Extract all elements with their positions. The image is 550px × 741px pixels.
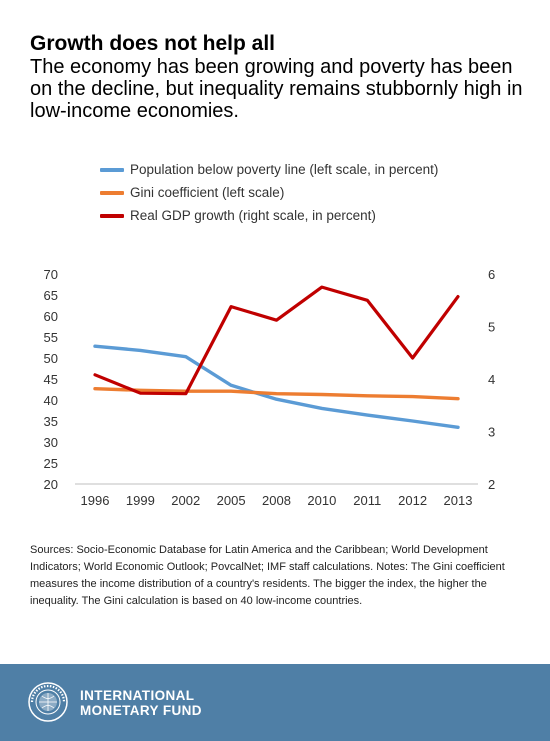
left-axis-tick: 30: [44, 435, 58, 450]
chart-legend: Population below poverty line (left scal…: [100, 158, 438, 227]
chart-title: Growth does not help all: [30, 32, 276, 55]
x-axis-tick: 2008: [262, 493, 291, 508]
right-axis-tick: 6: [488, 267, 495, 282]
right-axis-tick: 3: [488, 425, 495, 440]
poverty-line: [93, 344, 460, 430]
x-axis-tick: 2013: [444, 493, 473, 508]
x-axis-tick: 2010: [307, 493, 336, 508]
left-axis-tick: 65: [44, 288, 58, 303]
left-axis-tick: 70: [44, 267, 58, 282]
left-axis-tick: 60: [44, 309, 58, 324]
legend-swatch-gini: [100, 190, 124, 195]
legend-item-gini: Gini coefficient (left scale): [100, 181, 438, 204]
source-notes: Sources: Socio-Economic Database for Lat…: [30, 544, 505, 607]
x-axis-tick: 2005: [217, 493, 246, 508]
legend-label-gini: Gini coefficient (left scale): [130, 185, 285, 200]
gdp-growth-line: [93, 285, 460, 396]
legend-swatch-poverty: [100, 167, 124, 172]
left-axis-tick: 40: [44, 393, 58, 408]
x-axis-tick: 1996: [81, 493, 110, 508]
x-axis-tick: 2012: [398, 493, 427, 508]
imf-seal-icon: [28, 682, 68, 722]
left-axis-tick: 35: [44, 414, 58, 429]
left-axis-tick: 20: [44, 477, 58, 492]
right-axis-tick: 5: [488, 320, 495, 335]
legend-item-poverty: Population below poverty line (left scal…: [100, 158, 438, 181]
legend-label-gdp: Real GDP growth (right scale, in percent…: [130, 208, 376, 223]
imf-wordmark-line2: MONETARY FUND: [80, 703, 202, 718]
chart-subtitle: The economy has been growing and poverty…: [30, 56, 523, 122]
left-axis-tick: 55: [44, 330, 58, 345]
legend-label-poverty: Population below poverty line (left scal…: [130, 162, 439, 177]
left-axis-tick: 25: [44, 456, 58, 471]
imf-wordmark-line1: INTERNATIONAL: [80, 688, 195, 703]
right-axis-tick: 2: [488, 477, 495, 492]
right-axis-tick: 4: [488, 372, 495, 387]
imf-footer: INTERNATIONAL MONETARY FUND: [0, 664, 550, 741]
x-axis-tick: 2011: [353, 493, 381, 508]
legend-swatch-gdp: [100, 213, 124, 218]
imf-wordmark: INTERNATIONAL MONETARY FUND: [80, 688, 202, 718]
x-axis-tick: 2002: [171, 493, 200, 508]
left-axis-tick: 50: [44, 351, 58, 366]
x-axis-tick: 1999: [126, 493, 155, 508]
legend-item-gdp: Real GDP growth (right scale, in percent…: [100, 204, 438, 227]
left-axis-tick: 45: [44, 372, 58, 387]
